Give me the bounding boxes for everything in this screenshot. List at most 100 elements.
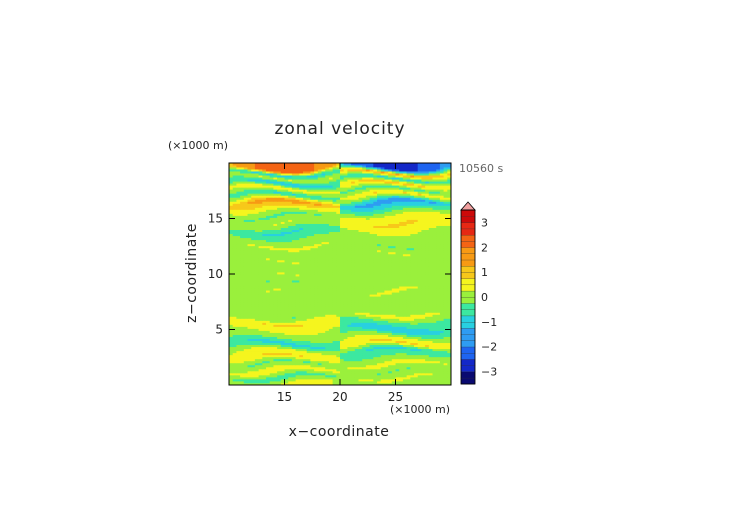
contour-cell	[273, 253, 278, 257]
contour-cell	[232, 364, 237, 368]
contour-cell	[236, 221, 241, 224]
contour-cell	[310, 235, 315, 239]
contour-cell	[369, 304, 374, 307]
contour-cell	[391, 336, 396, 339]
contour-cell	[351, 370, 356, 374]
contour-cell	[373, 255, 378, 259]
contour-cell	[432, 308, 437, 311]
contour-cell	[414, 249, 419, 253]
contour-cell	[351, 269, 356, 273]
contour-cell	[358, 255, 363, 259]
contour-cell	[340, 300, 345, 303]
contour-cell	[266, 223, 271, 226]
contour-cell	[269, 271, 274, 275]
contour-cell	[328, 370, 333, 374]
contour-cell	[428, 251, 433, 255]
contour-cell	[414, 370, 419, 374]
contour-cell	[406, 294, 411, 297]
contour-cell	[436, 288, 441, 291]
contour-cell	[410, 235, 415, 239]
contour-cell	[321, 318, 326, 321]
contour-cell	[443, 271, 448, 275]
contour-cell	[299, 253, 304, 257]
contour-cell	[291, 300, 296, 303]
contour-cell	[362, 348, 367, 352]
contour-cell	[299, 334, 304, 337]
contour-cell	[310, 350, 315, 354]
contour-cell	[443, 261, 448, 265]
contour-cell	[251, 364, 256, 368]
contour-cell	[395, 278, 400, 281]
contour-cell	[321, 269, 326, 273]
contour-cell	[391, 263, 396, 267]
contour-cell	[291, 304, 296, 307]
contour-cell	[314, 370, 319, 374]
contour-cell	[262, 278, 267, 281]
contour-cell	[236, 269, 241, 273]
contour-cell	[380, 362, 385, 366]
contour-cell	[414, 350, 419, 354]
contour-cell	[436, 257, 441, 261]
contour-cell	[229, 348, 234, 352]
contour-cell	[358, 308, 363, 311]
contour-cell	[377, 292, 382, 295]
contour-cell	[229, 239, 234, 243]
contour-cell	[273, 245, 278, 249]
contour-cell	[236, 348, 241, 352]
contour-cell	[428, 257, 433, 261]
contour-cell	[317, 374, 322, 378]
contour-cell	[439, 241, 444, 245]
contour-cell	[295, 237, 300, 241]
contour-cell	[332, 269, 337, 273]
contour-cell	[432, 302, 437, 305]
contour-cell	[229, 249, 234, 253]
contour-cell	[284, 251, 289, 255]
contour-cell	[347, 324, 352, 327]
contour-cell	[388, 382, 393, 385]
contour-cell	[417, 302, 422, 305]
contour-cell	[229, 376, 234, 380]
contour-cell	[421, 364, 426, 368]
contour-cell	[402, 336, 407, 339]
contour-cell	[414, 294, 419, 297]
contour-cell	[410, 217, 415, 220]
contour-cell	[291, 320, 296, 323]
contour-cell	[395, 235, 400, 239]
contour-cell	[428, 288, 433, 291]
contour-cell	[447, 223, 451, 226]
contour-cell	[306, 352, 311, 356]
contour-cell	[325, 304, 330, 307]
contour-cell	[362, 302, 367, 305]
contour-cell	[421, 231, 426, 235]
contour-cell	[266, 310, 271, 313]
contour-cell	[410, 322, 415, 325]
contour-cell	[432, 364, 437, 368]
contour-cell	[325, 346, 330, 350]
contour-cell	[373, 360, 378, 364]
contour-cell	[443, 364, 448, 368]
contour-cell	[273, 320, 278, 323]
contour-cell	[332, 296, 337, 299]
contour-cell	[402, 334, 407, 337]
contour-cell	[380, 235, 385, 239]
contour-cell	[328, 326, 333, 329]
contour-cell	[351, 229, 356, 233]
contour-cell	[273, 247, 278, 251]
contour-cell	[236, 261, 241, 265]
contour-cell	[439, 278, 444, 281]
contour-cell	[421, 374, 426, 378]
contour-cell	[266, 267, 271, 271]
contour-cell	[243, 318, 248, 321]
contour-cell	[402, 219, 407, 222]
contour-cell	[258, 320, 263, 323]
contour-cell	[340, 354, 345, 358]
contour-cell	[310, 354, 315, 358]
contour-cell	[310, 245, 315, 249]
contour-cell	[310, 382, 315, 385]
contour-cell	[317, 366, 322, 370]
contour-cell	[362, 308, 367, 311]
contour-cell	[254, 263, 259, 267]
contour-cell	[284, 237, 289, 241]
contour-cell	[391, 346, 396, 350]
contour-cell	[436, 231, 441, 235]
